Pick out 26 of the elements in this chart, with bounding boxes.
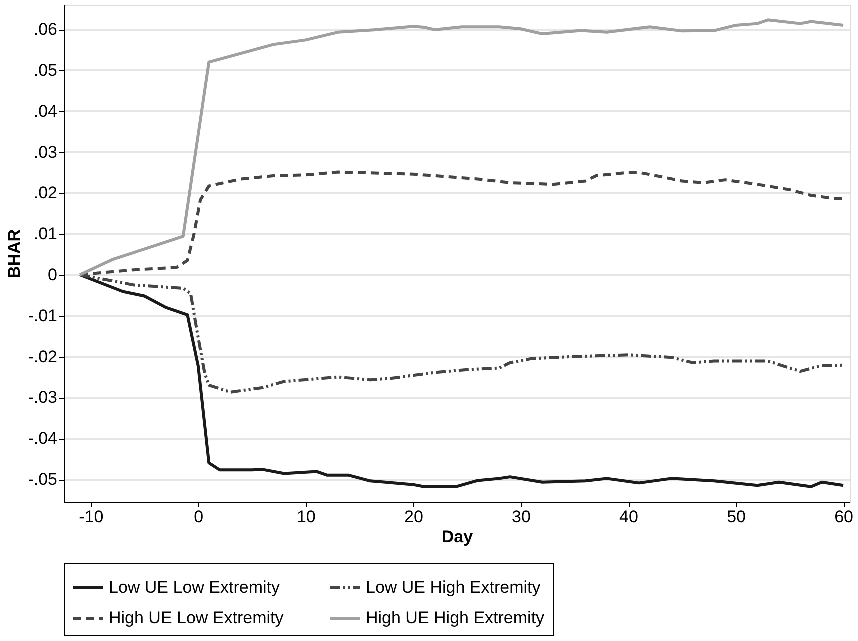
y-tick-label: -.05 xyxy=(28,470,58,489)
x-tick-label: -10 xyxy=(79,508,104,526)
x-tick-label: 50 xyxy=(727,508,746,526)
x-tick-label: 40 xyxy=(620,508,638,526)
y-tick-label: .05 xyxy=(34,60,58,80)
legend-label: High UE High Extremity xyxy=(366,608,546,628)
y-tick-label: .06 xyxy=(34,20,58,40)
y-axis-title: BHAR xyxy=(5,229,24,279)
y-tick-label: -.03 xyxy=(28,388,58,408)
y-tick-label: 0 xyxy=(48,265,58,284)
legend-label: High UE Low Extremity xyxy=(109,608,284,628)
y-tick-label: .02 xyxy=(34,184,58,203)
x-tick-label: 0 xyxy=(194,508,204,526)
x-tick-label: 10 xyxy=(296,508,316,526)
x-axis-title: Day xyxy=(442,528,474,546)
y-tick-label: .01 xyxy=(34,224,58,244)
y-tick-label: -.01 xyxy=(28,306,58,326)
x-tick-label: 20 xyxy=(404,508,424,526)
x-tick-label: 60 xyxy=(834,508,854,526)
y-tick-label: .04 xyxy=(34,102,58,121)
y-tick-label: -.04 xyxy=(28,429,58,448)
legend-label: Low UE High Extremity xyxy=(366,578,542,597)
y-tick-label: .03 xyxy=(34,142,58,162)
y-tick-label: -.02 xyxy=(28,347,58,366)
x-tick-label: 30 xyxy=(512,508,531,526)
legend-label: Low UE Low Extremity xyxy=(109,578,280,597)
